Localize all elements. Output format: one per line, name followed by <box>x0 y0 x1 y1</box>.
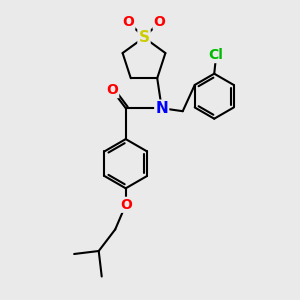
Text: S: S <box>139 30 149 45</box>
Text: O: O <box>154 15 166 29</box>
Text: O: O <box>106 83 118 97</box>
Text: Cl: Cl <box>208 48 223 62</box>
Text: O: O <box>122 15 134 29</box>
Text: O: O <box>120 198 132 212</box>
Text: N: N <box>155 101 168 116</box>
